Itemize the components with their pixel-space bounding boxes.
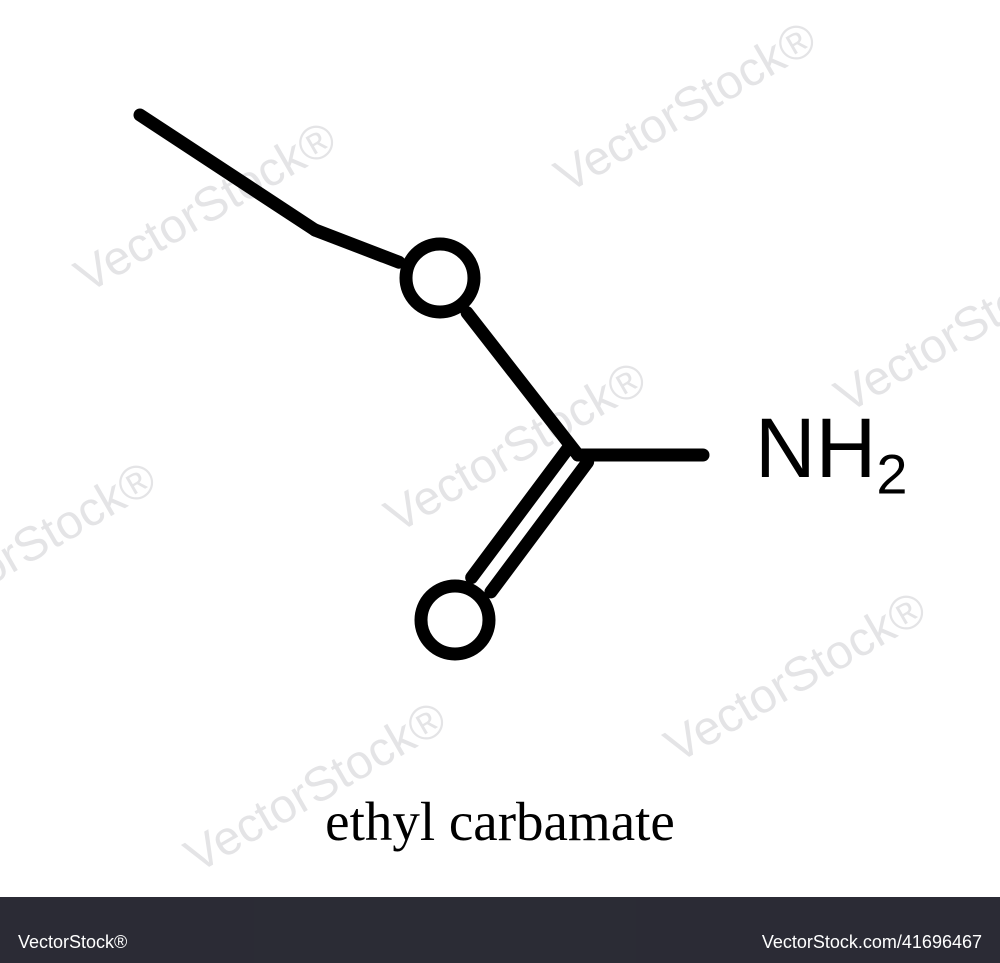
footer-brand: VectorStock®: [18, 932, 127, 953]
footer-bar: VectorStock® VectorStock.com/41696467: [0, 897, 1000, 963]
molecule-caption: ethyl carbamate: [0, 790, 1000, 853]
footer-image-id: VectorStock.com/41696467: [762, 932, 982, 953]
diagram-canvas: VectorStock®VectorStock®VectorStock®Vect…: [0, 0, 1000, 963]
svg-text:NH2: NH2: [755, 401, 907, 505]
